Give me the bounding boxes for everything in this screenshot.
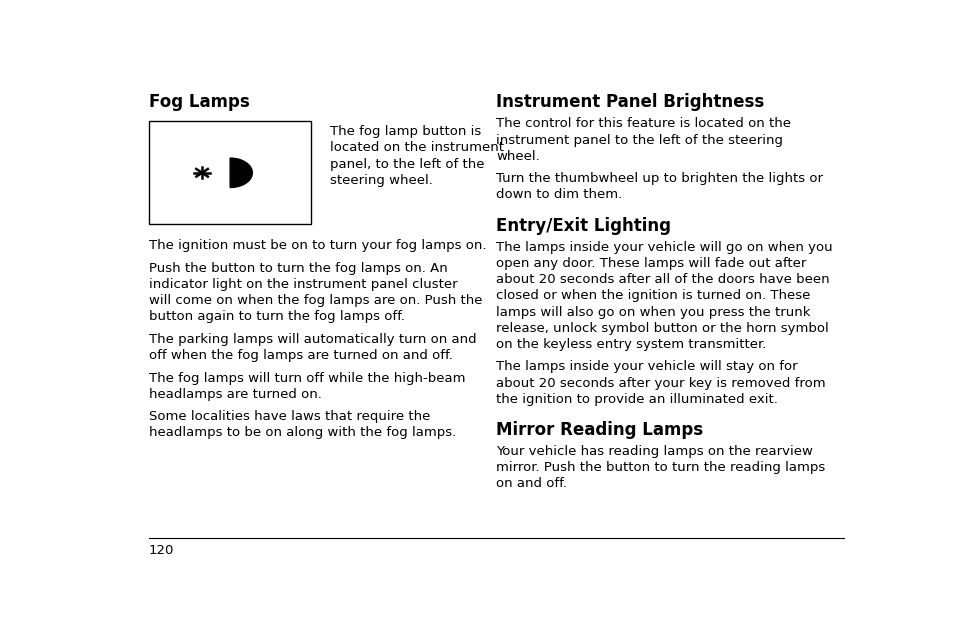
Text: The lamps inside your vehicle will go on when you: The lamps inside your vehicle will go on…: [496, 241, 832, 254]
Text: Some localities have laws that require the: Some localities have laws that require t…: [149, 410, 430, 424]
Text: The parking lamps will automatically turn on and: The parking lamps will automatically tur…: [149, 333, 476, 346]
Text: down to dim them.: down to dim them.: [496, 188, 622, 202]
Text: headlamps to be on along with the fog lamps.: headlamps to be on along with the fog la…: [149, 427, 456, 439]
Text: the ignition to provide an illuminated exit.: the ignition to provide an illuminated e…: [496, 392, 778, 406]
Text: release, unlock symbol button or the horn symbol: release, unlock symbol button or the hor…: [496, 322, 828, 335]
Text: steering wheel.: steering wheel.: [330, 174, 433, 187]
Text: Push the button to turn the fog lamps on. An: Push the button to turn the fog lamps on…: [149, 262, 447, 275]
Text: Mirror Reading Lamps: Mirror Reading Lamps: [496, 421, 702, 439]
Text: located on the instrument: located on the instrument: [330, 141, 503, 155]
Polygon shape: [230, 158, 252, 188]
Text: Instrument Panel Brightness: Instrument Panel Brightness: [496, 93, 763, 111]
Text: button again to turn the fog lamps off.: button again to turn the fog lamps off.: [149, 310, 404, 324]
Text: lamps will also go on when you press the trunk: lamps will also go on when you press the…: [496, 305, 810, 319]
Bar: [149, 121, 311, 225]
Text: mirror. Push the button to turn the reading lamps: mirror. Push the button to turn the read…: [496, 461, 824, 474]
Text: off when the fog lamps are turned on and off.: off when the fog lamps are turned on and…: [149, 349, 453, 362]
Text: The fog lamps will turn off while the high-beam: The fog lamps will turn off while the hi…: [149, 371, 465, 385]
Text: on and off.: on and off.: [496, 478, 567, 490]
Text: on the keyless entry system transmitter.: on the keyless entry system transmitter.: [496, 338, 766, 351]
Text: Your vehicle has reading lamps on the rearview: Your vehicle has reading lamps on the re…: [496, 445, 812, 458]
Text: indicator light on the instrument panel cluster: indicator light on the instrument panel …: [149, 278, 457, 291]
Text: about 20 seconds after all of the doors have been: about 20 seconds after all of the doors …: [496, 273, 829, 286]
Text: The ignition must be on to turn your fog lamps on.: The ignition must be on to turn your fog…: [149, 239, 486, 252]
Text: headlamps are turned on.: headlamps are turned on.: [149, 388, 321, 401]
Text: about 20 seconds after your key is removed from: about 20 seconds after your key is remov…: [496, 377, 825, 389]
Text: The lamps inside your vehicle will stay on for: The lamps inside your vehicle will stay …: [496, 361, 797, 373]
Text: The fog lamp button is: The fog lamp button is: [330, 125, 480, 138]
Text: closed or when the ignition is turned on. These: closed or when the ignition is turned on…: [496, 289, 810, 302]
Text: panel, to the left of the: panel, to the left of the: [330, 158, 484, 170]
Text: open any door. These lamps will fade out after: open any door. These lamps will fade out…: [496, 257, 806, 270]
Text: will come on when the fog lamps are on. Push the: will come on when the fog lamps are on. …: [149, 294, 482, 307]
Text: instrument panel to the left of the steering: instrument panel to the left of the stee…: [496, 134, 782, 147]
Text: wheel.: wheel.: [496, 150, 539, 163]
Text: Fog Lamps: Fog Lamps: [149, 93, 250, 111]
Text: Turn the thumbwheel up to brighten the lights or: Turn the thumbwheel up to brighten the l…: [496, 172, 822, 185]
Text: The control for this feature is located on the: The control for this feature is located …: [496, 118, 790, 130]
Text: Entry/Exit Lighting: Entry/Exit Lighting: [496, 217, 671, 235]
Text: 120: 120: [149, 544, 174, 557]
